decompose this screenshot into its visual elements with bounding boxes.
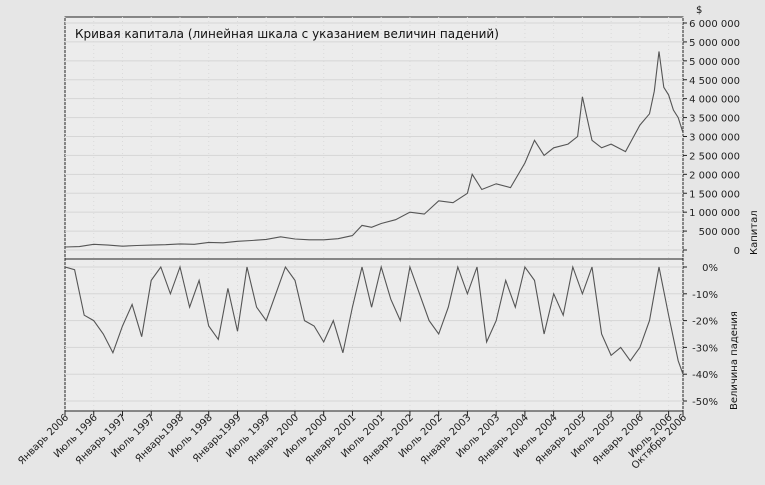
x-tick-label: Январь 2004 [476,412,531,467]
drawdown-tick-label: -40% [692,370,718,381]
equity-tick-label: 2 500 000 [689,151,740,162]
equity-axis-label: Капитал [749,210,760,255]
drawdown-tick-label: -50% [692,397,718,408]
drawdown-tick-label: -30% [692,343,718,354]
equity-tick-label: 500 000 [699,227,740,238]
x-tick-label: Январь 2002 [361,412,416,467]
chart-title: Кривая капитала (линейная шкала с указан… [75,27,499,41]
drawdown-line [64,264,684,375]
equity-tick-label: 5 000 000 [689,38,740,49]
equity-tick-label: 1 500 000 [689,189,740,200]
equity-tick-label: 4 500 000 [689,76,740,87]
x-tick-label: Январь 2003 [419,412,474,467]
equity-tick-label: 3 500 000 [689,114,740,125]
x-tick-label: Январь 2001 [304,412,359,467]
drawdown-plot-area [64,258,684,412]
equity-plot-area [64,16,684,260]
drawdown-axis-label: Величина падения [729,311,740,410]
currency-unit: $ [696,5,702,16]
equity-tick-label: 5 000 000 [689,57,740,68]
x-tick-label: Январь 2005 [534,412,589,467]
x-tick-label: Январь 2000 [246,412,301,467]
equity-tick-label: 2 000 000 [689,170,740,181]
equity-tick-label: 4 000 000 [689,95,740,106]
x-tick-label: Январь 2006 [16,412,71,467]
equity-tick-label: 0 [734,246,740,257]
drawdown-tick-label: -10% [692,290,718,301]
drawdown-tick-label: -20% [692,317,718,328]
x-tick-label: Январь 1997 [74,412,129,467]
equity-tick-label: 1 000 000 [689,208,740,219]
equity-tick-label: 3 000 000 [689,133,740,144]
equity-tick-label: 6 000 000 [689,19,740,30]
equity-line [64,51,684,248]
drawdown-tick-label: 0% [702,263,718,274]
